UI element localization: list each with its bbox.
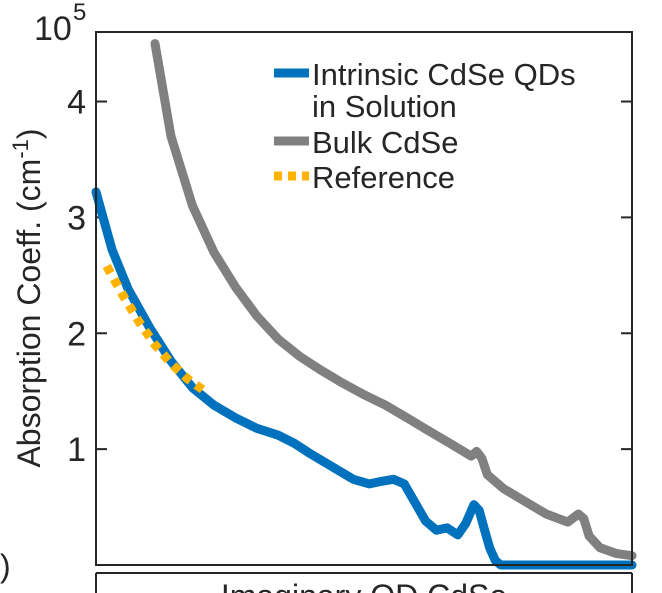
legend-label-bulk-cdse: Bulk CdSe <box>312 125 458 160</box>
y-tick-label-1: 1 <box>67 431 86 469</box>
x-axis-label: Imaginary QD CdSe <box>221 578 507 593</box>
legend-label-reference: Reference <box>312 160 455 195</box>
y-ticks: 1 2 3 4 <box>67 84 632 469</box>
legend-label-intrinsic-cdse-qds-line2: in Solution <box>312 89 457 124</box>
series-line-intrinsic-cdse-qds <box>91 187 637 570</box>
y-axis-label-close: ) <box>11 128 47 139</box>
series-line-bulk-cdse <box>150 39 637 561</box>
series-lines <box>91 39 637 570</box>
y-axis-label-main: Absorption Coeff. (cm <box>11 159 47 468</box>
y-axis-label: Absorption Coeff. (cm-1) <box>8 128 47 467</box>
series-line-reference <box>102 263 206 394</box>
left-fragment: ) <box>0 548 11 584</box>
legend-label-intrinsic-cdse-qds: Intrinsic CdSe QDs <box>312 57 576 92</box>
y-exponent-power: 5 <box>73 0 86 26</box>
y-tick-label-3: 3 <box>67 199 86 237</box>
y-tick-label-4: 4 <box>67 84 86 122</box>
y-exponent-base: 10 <box>34 10 72 48</box>
plot-frame <box>95 31 633 566</box>
y-tick-label-2: 2 <box>67 315 86 353</box>
y-axis-label-superscript: -1 <box>8 139 33 159</box>
